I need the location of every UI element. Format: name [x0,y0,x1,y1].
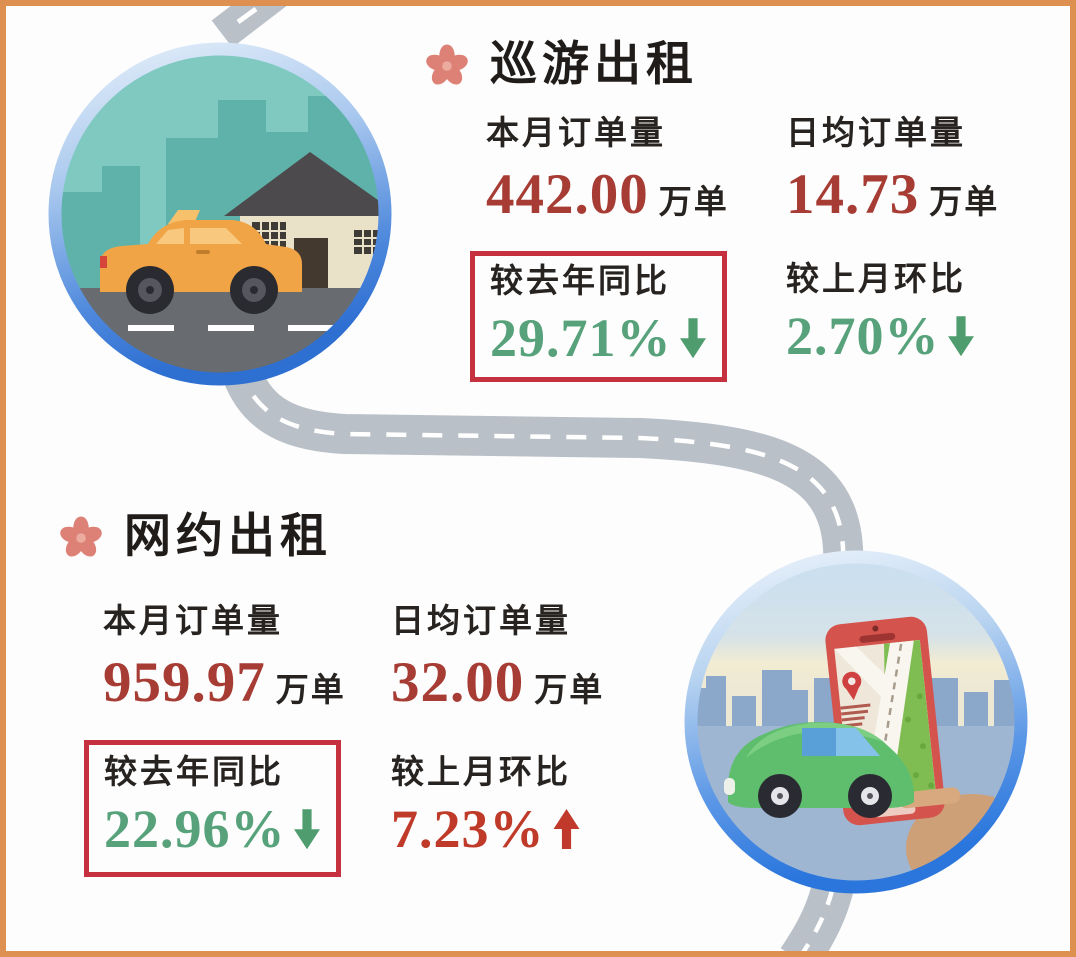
metric-label: 较上月环比 [786,262,966,298]
metric-value: 442.00 [486,162,649,226]
metric-unit: 万单 [929,184,1000,221]
trend-arrow-icon [553,809,580,849]
section-title-text: 网约出租 [124,511,332,563]
trend-arrow-icon [680,318,706,359]
section-title-online: 网约出租 [58,514,332,561]
metric-value: 32.00 [391,650,525,714]
metric-cruise-mom: 较上月环比 2.70% [786,262,975,365]
metric-label: 日均订单量 [786,116,966,152]
taxi-scene-illustration [48,42,392,386]
trend-arrow-icon [948,316,974,357]
metric-value: 959.97 [103,650,266,714]
metric-cruise-yoy-highlight-box: 较去年同比 29.71% [470,251,727,382]
metric-online-daily-orders: 日均订单量 32.00 万单 [391,604,604,711]
section-title-cruise: 巡游出租 [424,42,698,89]
metric-label: 日均订单量 [391,604,571,640]
metric-online-mom: 较上月环比 7.23% [391,755,580,858]
metric-online-yoy-highlight-box: 较去年同比 22.96% [84,740,341,877]
section-title-text: 巡游出租 [490,39,698,91]
metric-cruise-monthly-orders: 本月订单量 442.00 万单 [486,116,729,223]
metric-percent: 22.96% [104,798,286,859]
flower-icon [426,43,468,85]
rideshare-scene-illustration [684,550,1028,894]
metric-percent: 2.70% [786,305,940,366]
metric-unit: 万单 [275,672,346,709]
metric-label: 本月订单量 [486,116,666,152]
metric-online-monthly-orders: 本月订单量 959.97 万单 [103,604,346,711]
metric-cruise-daily-orders: 日均订单量 14.73 万单 [786,116,999,223]
metric-unit: 万单 [658,184,729,221]
metric-percent: 7.23% [391,798,545,859]
trend-arrow-icon [294,809,320,850]
metric-unit: 万单 [534,672,605,709]
metric-label: 较上月环比 [391,755,571,791]
metric-percent: 29.71% [490,307,672,368]
metric-value: 14.73 [786,162,920,226]
metric-label: 较去年同比 [104,755,284,791]
metric-label: 较去年同比 [490,264,670,300]
metric-label: 本月订单量 [103,604,283,640]
flower-icon [60,515,102,557]
